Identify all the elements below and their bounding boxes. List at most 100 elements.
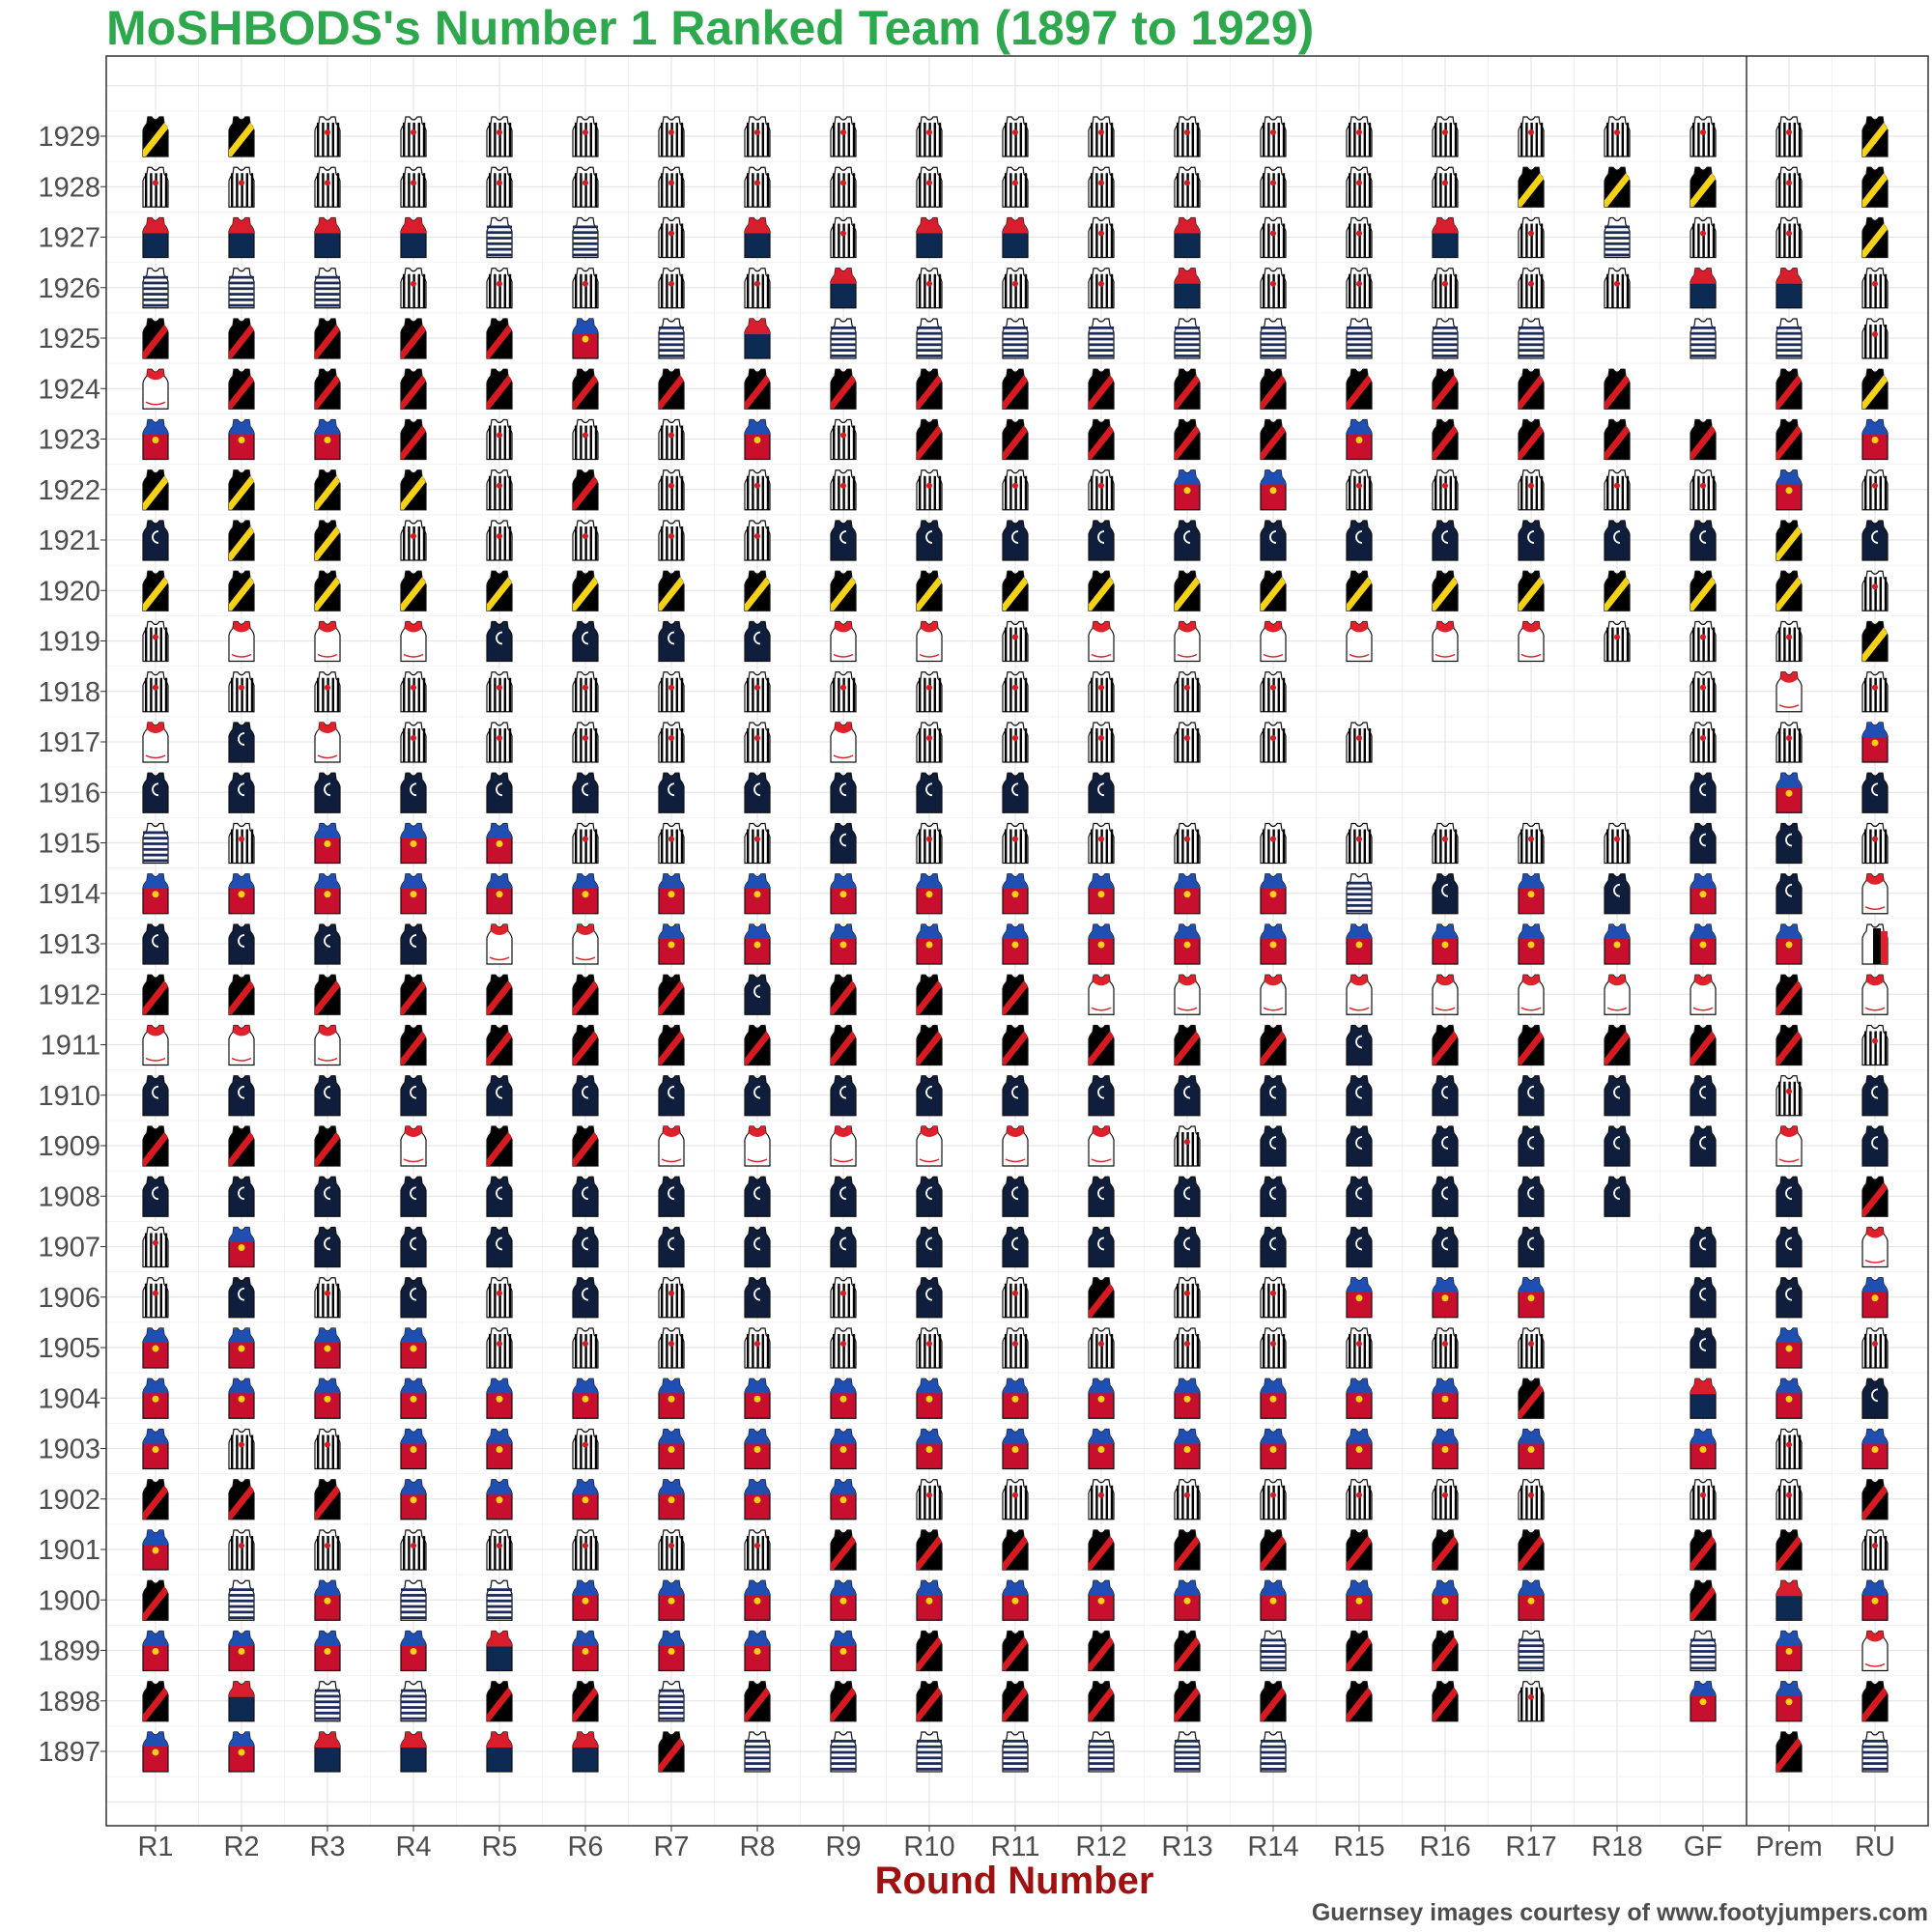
guernsey-B: 1907 R7: Carlton	[658, 1226, 685, 1268]
guernsey-C: 1915 R7: Collingwood	[658, 822, 685, 865]
guernsey-F: 1914 R6: Fitzroy	[572, 873, 599, 915]
guernsey-R: 1920 R4: Richmond	[400, 570, 427, 611]
guernsey-B: 1916 R11: Carlton	[1002, 772, 1029, 813]
y-tick-label: 1905	[38, 1333, 100, 1364]
guernsey-C: 1923 R5: Collingwood	[486, 418, 513, 461]
guernsey-C: 1922 R15: Collingwood	[1346, 469, 1373, 511]
guernsey-E: 1924 R7: Essendon	[658, 368, 685, 410]
guernsey-E: 1898 R15: Essendon	[1346, 1681, 1373, 1722]
guernsey-E: 1902 R2: Essendon	[228, 1479, 255, 1520]
guernsey-B: 1921 R15: Carlton	[1346, 520, 1373, 561]
guernsey-F: 1913 R14: Fitzroy	[1260, 923, 1287, 965]
guernsey-B: 1908 R9: Carlton	[830, 1176, 857, 1217]
guernsey-F: 1922 Prem: Fitzroy	[1776, 469, 1803, 511]
guernsey-F: 1913 R7: Fitzroy	[658, 923, 685, 965]
guernsey-C: 1927 R14: Collingwood	[1260, 216, 1287, 259]
guernsey-F: 1904 R11: Fitzroy	[1002, 1378, 1029, 1419]
guernsey-F: 1904 R14: Fitzroy	[1260, 1378, 1287, 1419]
guernsey-R: 1924 RU: Richmond	[1861, 368, 1889, 410]
guernsey-E: 1902 RU: Essendon	[1861, 1479, 1889, 1520]
guernsey-R: 1922 R3: Richmond	[314, 469, 341, 511]
guernsey-C: 1929 R6: Collingwood	[572, 116, 599, 157]
guernsey-S: 1919 R3: South Melbourne	[314, 620, 341, 663]
guernsey-C: 1926 R12: Collingwood	[1088, 268, 1115, 309]
guernsey-F: 1899 R6: Fitzroy	[572, 1630, 599, 1672]
guernsey-C: 1901 R3: Collingwood	[314, 1529, 341, 1571]
guernsey-B: 1916 RU: Carlton	[1861, 772, 1889, 813]
guernsey-M: 1897 R4: Melbourne	[400, 1731, 427, 1773]
guernsey-B: 1907 Prem: Carlton	[1776, 1226, 1803, 1268]
guernsey-S: 1912 R14: South Melbourne	[1260, 974, 1287, 1015]
guernsey-C: 1917 R5: Collingwood	[486, 722, 513, 763]
guernsey-F: 1913 R12: Fitzroy	[1088, 923, 1115, 965]
guernsey-F: 1905 R2: Fitzroy	[228, 1327, 255, 1369]
guernsey-B: 1910 R2: Carlton	[228, 1075, 255, 1117]
guernsey-R: 1922 R4: Richmond	[400, 469, 427, 511]
guernsey-C: 1901 R8: Collingwood	[744, 1529, 771, 1571]
guernsey-C: 1907 R1: Collingwood	[142, 1226, 169, 1268]
guernsey-E: 1912 R6: Essendon	[572, 974, 599, 1015]
guernsey-C: 1905 R17: Collingwood	[1518, 1327, 1545, 1369]
guernsey-B: 1915 R9: Carlton	[830, 822, 857, 865]
guernsey-F: 1916 Prem: Fitzroy	[1776, 772, 1803, 813]
guernsey-B: 1914 R16: Carlton	[1432, 873, 1459, 915]
guernsey-C: 1915 R13: Collingwood	[1174, 822, 1201, 865]
y-tick-label: 1909	[38, 1131, 100, 1162]
guernsey-F: 1902 R5: Fitzroy	[486, 1479, 513, 1520]
guernsey-E: 1901 R14: Essendon	[1260, 1529, 1287, 1571]
guernsey-E: 1899 R16: Essendon	[1432, 1630, 1459, 1672]
guernsey-C: 1929 R18: Collingwood	[1604, 116, 1631, 157]
guernsey-B: 1910 R4: Carlton	[400, 1075, 427, 1117]
guernsey-G: 1899 R17: Geelong	[1518, 1630, 1545, 1672]
guernsey-C: 1929 R14: Collingwood	[1260, 116, 1287, 157]
guernsey-S: 1919 R17: South Melbourne	[1518, 620, 1545, 663]
guernsey-F: 1899 R2: Fitzroy	[228, 1630, 255, 1672]
guernsey-R: 1929 R2: Richmond	[228, 116, 255, 157]
guernsey-C: 1919 GF: Collingwood	[1690, 620, 1717, 663]
guernsey-S: 1909 R12: South Melbourne	[1088, 1125, 1115, 1167]
guernsey-B: 1906 R4: Carlton	[400, 1277, 427, 1319]
guernsey-B: 1921 R13: Carlton	[1174, 520, 1201, 561]
guernsey-C: 1929 R3: Collingwood	[314, 116, 341, 157]
guernsey-B: 1908 R6: Carlton	[572, 1176, 599, 1217]
guernsey-B: 1908 R14: Carlton	[1260, 1176, 1287, 1217]
guernsey-E: 1925 R5: Essendon	[486, 318, 513, 359]
guernsey-C: 1926 R7: Collingwood	[658, 268, 685, 309]
guernsey-B: 1916 R10: Carlton	[916, 772, 943, 813]
guernsey-R: 1928 R17: Richmond	[1518, 166, 1545, 208]
guernsey-B: 1910 GF: Carlton	[1690, 1075, 1717, 1117]
guernsey-C: 1906 R3: Collingwood	[314, 1277, 341, 1319]
guernsey-B: 1909 RU: Carlton	[1861, 1125, 1889, 1167]
guernsey-F: 1913 R13: Fitzroy	[1174, 923, 1201, 965]
guernsey-C: 1919 R18: Collingwood	[1604, 620, 1631, 663]
guernsey-F: 1905 R4: Fitzroy	[400, 1327, 427, 1369]
guernsey-S: 1912 GF: South Melbourne	[1690, 974, 1717, 1015]
guernsey-C: 1927 Prem: Collingwood	[1776, 216, 1803, 259]
guernsey-C: 1929 R12: Collingwood	[1088, 116, 1115, 157]
guernsey-C: 1926 RU: Collingwood	[1861, 268, 1889, 309]
guernsey-C: 1928 R5: Collingwood	[486, 166, 513, 208]
guernsey-E: 1923 R10: Essendon	[916, 418, 943, 461]
guernsey-C: 1929 R8: Collingwood	[744, 116, 771, 157]
guernsey-C: 1905 R7: Collingwood	[658, 1327, 685, 1369]
guernsey-C: 1922 R12: Collingwood	[1088, 469, 1115, 511]
guernsey-C: 1902 R13: Collingwood	[1174, 1479, 1201, 1520]
guernsey-E: 1909 R5: Essendon	[486, 1125, 513, 1167]
guernsey-C: 1917 R14: Collingwood	[1260, 722, 1287, 763]
y-tick-label: 1922	[38, 475, 100, 506]
guernsey-C: 1915 R17: Collingwood	[1518, 822, 1545, 865]
guernsey-C: 1902 R16: Collingwood	[1432, 1479, 1459, 1520]
guernsey-E: 1911 R6: Essendon	[572, 1024, 599, 1066]
guernsey-E: 1912 R10: Essendon	[916, 974, 943, 1015]
guernsey-E: 1923 R14: Essendon	[1260, 418, 1287, 461]
guernsey-F: 1914 R3: Fitzroy	[314, 873, 341, 915]
guernsey-B: 1910 R7: Carlton	[658, 1075, 685, 1117]
guernsey-B: 1908 R3: Carlton	[314, 1176, 341, 1217]
guernsey-B: 1916 R2: Carlton	[228, 772, 255, 813]
guernsey-C: 1901 R5: Collingwood	[486, 1529, 513, 1571]
guernsey-B: 1915 GF: Carlton	[1690, 822, 1717, 865]
guernsey-F: 1902 R4: Fitzroy	[400, 1479, 427, 1520]
guernsey-C: 1905 R11: Collingwood	[1002, 1327, 1029, 1369]
guernsey-C: 1922 R17: Collingwood	[1518, 469, 1545, 511]
